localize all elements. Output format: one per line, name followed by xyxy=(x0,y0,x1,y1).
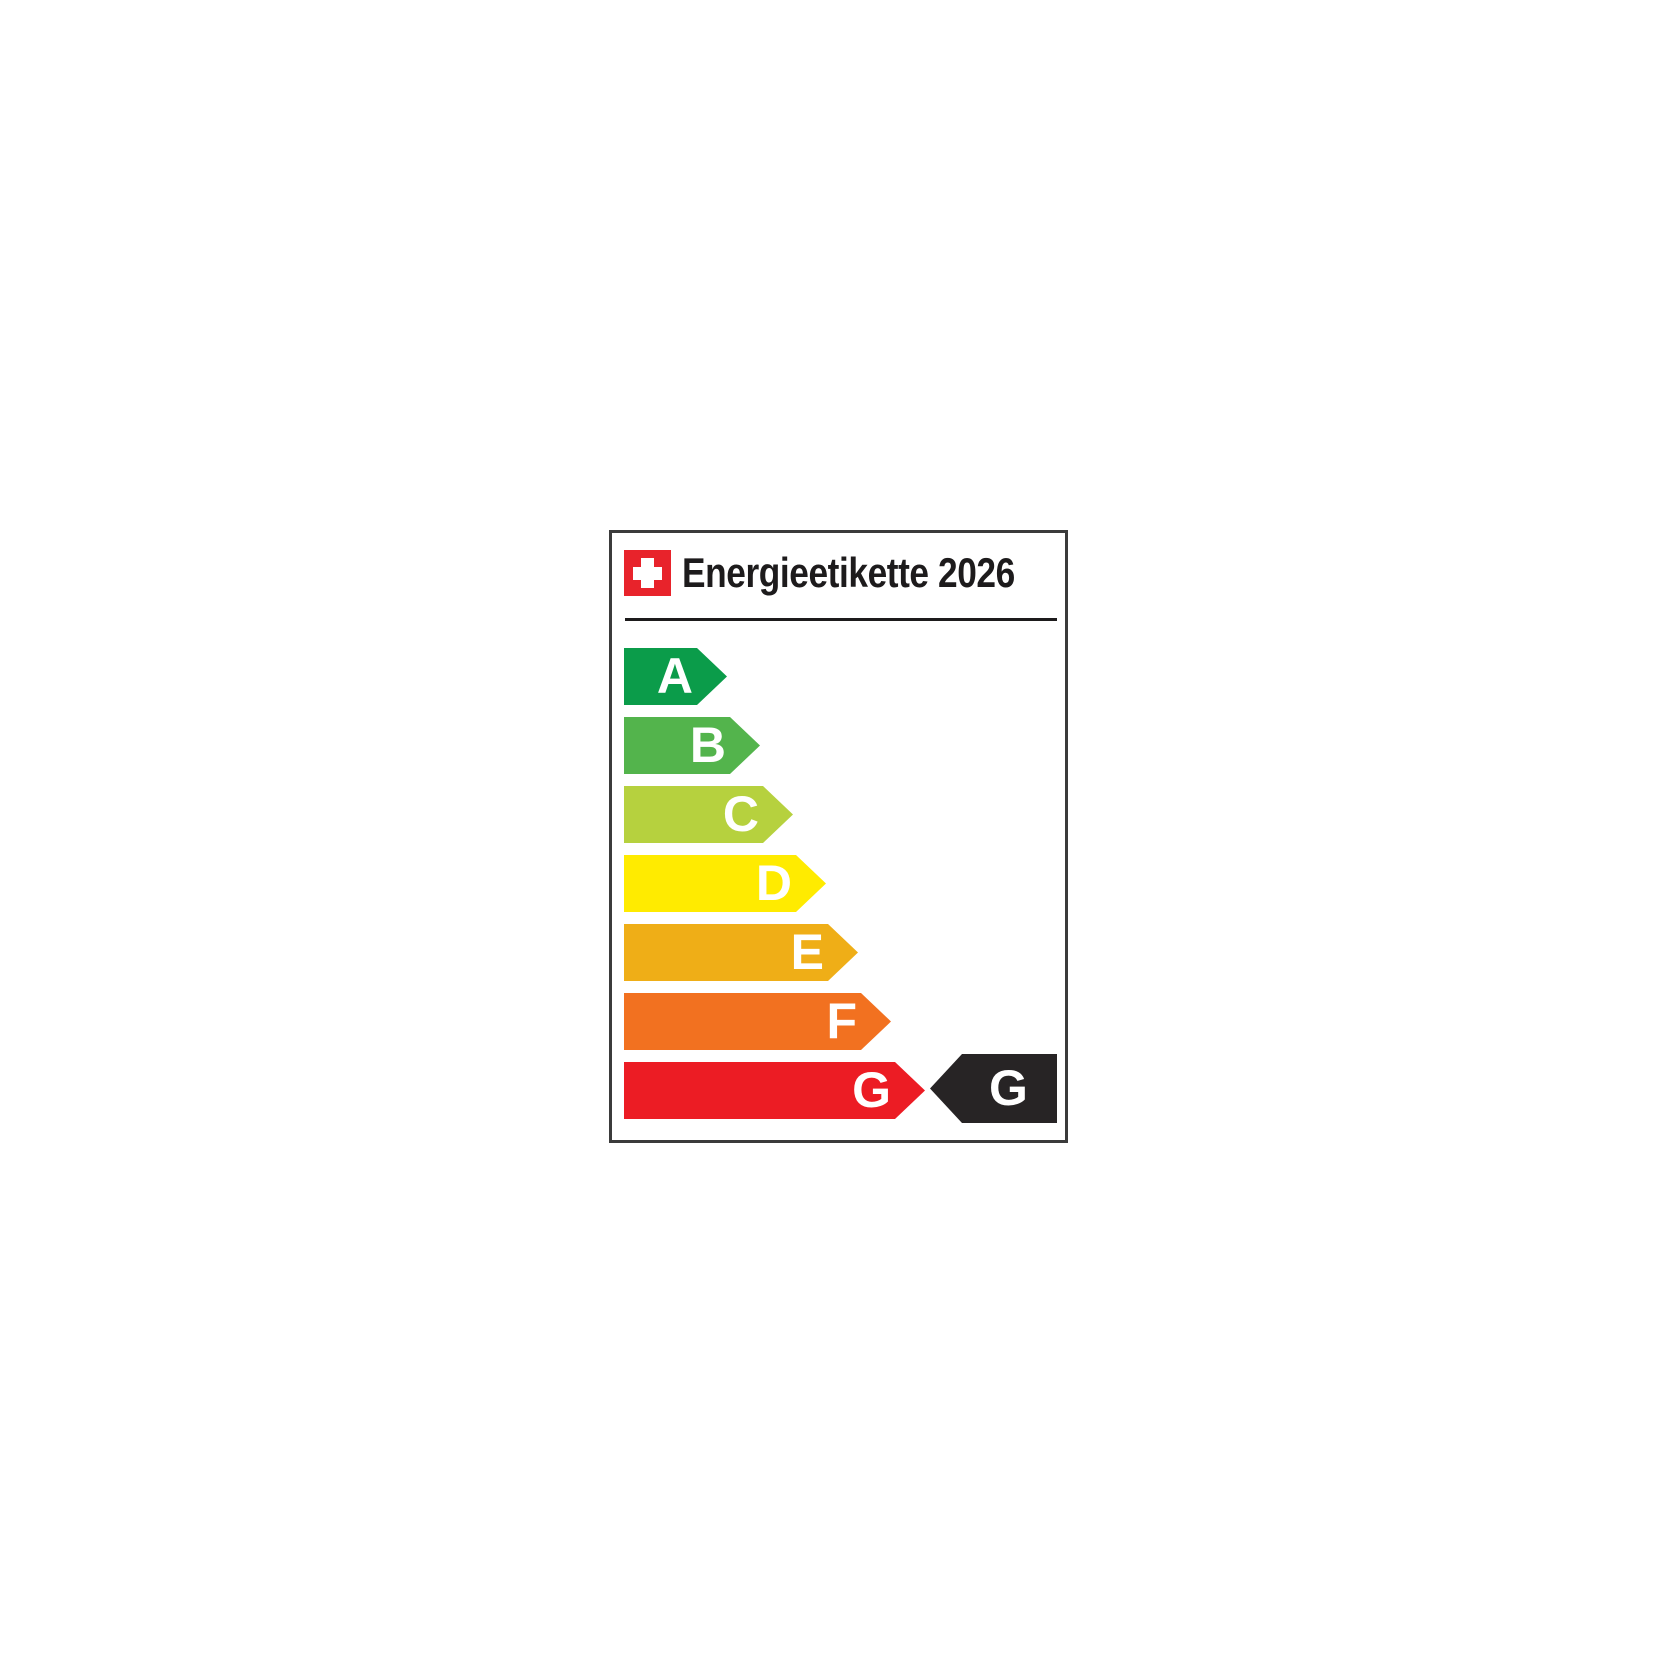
rating-bar-d: D xyxy=(624,855,826,912)
rating-letter-c: C xyxy=(722,786,759,842)
rating-bar-f: F xyxy=(624,993,891,1050)
energy-label: Energieetikette 2026 A B C D E F G G xyxy=(609,530,1068,1143)
rating-bar-c: C xyxy=(624,786,793,843)
rating-letter-a: A xyxy=(656,648,693,704)
rating-bar-a: A xyxy=(624,648,727,705)
label-title: Energieetikette 2026 xyxy=(682,549,1015,596)
swiss-flag-icon xyxy=(624,550,671,596)
rating-letter-g: G xyxy=(852,1062,891,1118)
current-rating-indicator: G xyxy=(930,1054,1057,1123)
rating-bar-b: B xyxy=(624,717,760,774)
rating-letter-e: E xyxy=(790,924,824,980)
rating-letter-f: F xyxy=(826,993,857,1049)
rating-bar-g: G xyxy=(624,1062,925,1119)
rating-letter-d: D xyxy=(755,855,792,911)
current-rating-letter: G xyxy=(989,1060,1028,1116)
rating-letter-b: B xyxy=(689,717,726,773)
header-divider xyxy=(625,618,1057,621)
rating-bar-e: E xyxy=(624,924,858,981)
swiss-cross-horizontal xyxy=(633,566,662,580)
